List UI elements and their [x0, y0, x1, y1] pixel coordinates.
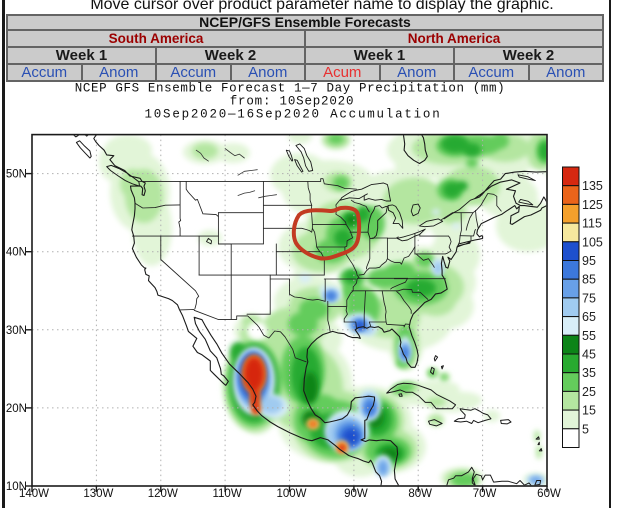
svg-text:140W: 140W — [19, 488, 49, 500]
svg-text:25: 25 — [582, 385, 596, 399]
svg-text:45: 45 — [582, 348, 596, 362]
svg-text:5: 5 — [582, 422, 589, 436]
svg-text:from: 10Sep2020: from: 10Sep2020 — [230, 95, 355, 109]
svg-text:10Sep2020—16Sep2020 Accumulati: 10Sep2020—16Sep2020 Accumulation — [145, 108, 442, 122]
svg-text:40N: 40N — [6, 247, 27, 259]
svg-text:110W: 110W — [212, 488, 241, 500]
svg-text:15: 15 — [582, 404, 596, 418]
svg-text:70W: 70W — [473, 488, 497, 500]
svg-text:55: 55 — [582, 329, 596, 343]
svg-text:60W: 60W — [537, 488, 561, 500]
svg-text:115: 115 — [582, 217, 602, 231]
svg-text:85: 85 — [582, 273, 596, 287]
svg-text:95: 95 — [582, 254, 596, 268]
svg-text:100W: 100W — [276, 488, 306, 500]
svg-text:75: 75 — [582, 291, 596, 305]
svg-text:125: 125 — [582, 198, 603, 212]
svg-text:30N: 30N — [6, 325, 27, 337]
svg-text:130W: 130W — [83, 488, 113, 500]
svg-text:35: 35 — [582, 366, 596, 380]
svg-text:65: 65 — [582, 310, 596, 324]
svg-text:90W: 90W — [344, 488, 368, 500]
svg-text:135: 135 — [582, 179, 603, 193]
svg-text:10N: 10N — [6, 481, 27, 493]
svg-text:105: 105 — [582, 235, 603, 249]
svg-text:50N: 50N — [6, 169, 27, 181]
svg-text:20N: 20N — [6, 403, 27, 415]
svg-text:120W: 120W — [148, 488, 178, 500]
svg-text:80W: 80W — [408, 488, 432, 500]
svg-text:NCEP GFS Ensemble Forecast 1—7: NCEP GFS Ensemble Forecast 1—7 Day Preci… — [75, 82, 505, 96]
